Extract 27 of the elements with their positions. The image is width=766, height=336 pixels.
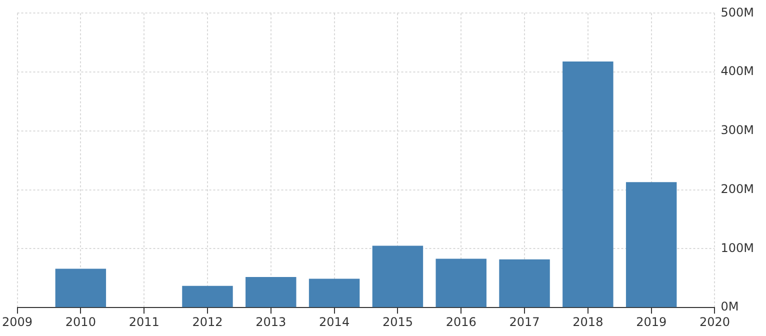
- x-tick-label: 2018: [572, 314, 604, 329]
- y-tick-label: 300M: [720, 123, 754, 138]
- x-tick-label: 2019: [636, 314, 667, 329]
- bar: [308, 278, 360, 308]
- x-tick-label: 2015: [382, 314, 413, 329]
- y-tick-label: 100M: [720, 240, 754, 255]
- y-tick-label: 0M: [720, 300, 739, 314]
- bar: [182, 286, 233, 308]
- x-tick-label: 2020: [699, 314, 730, 329]
- bar: [372, 246, 424, 308]
- x-tick-label: 2014: [319, 314, 350, 329]
- x-tick-label: 2013: [256, 314, 286, 329]
- bar: [436, 258, 486, 308]
- x-tick-label: 2010: [65, 314, 96, 329]
- x-tick-label: 2016: [446, 314, 476, 329]
- x-tick-label: 2017: [509, 314, 540, 329]
- bar: [562, 61, 614, 308]
- bar: [626, 182, 677, 308]
- bar: [499, 259, 550, 308]
- y-tick-label: 400M: [720, 64, 754, 78]
- y-tick-label: 500M: [720, 5, 754, 20]
- x-tick-label: 2012: [192, 314, 223, 329]
- bar: [246, 276, 296, 308]
- y-tick-label: 200M: [720, 182, 754, 196]
- x-tick-label: 2011: [128, 314, 160, 329]
- x-tick-label: 2009: [2, 314, 33, 329]
- bar: [55, 268, 106, 308]
